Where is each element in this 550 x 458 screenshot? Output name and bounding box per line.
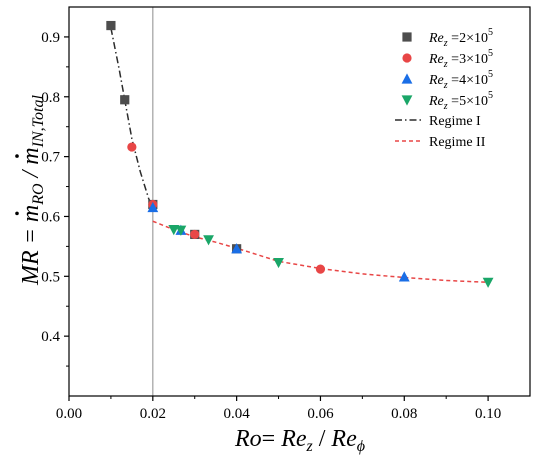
y-title-sub2: IN,Total: [30, 95, 47, 149]
fit-lines-layer: [110, 27, 489, 284]
legend-marker-series-4: [401, 95, 413, 106]
legend-label-regime-i: Regime I: [429, 114, 481, 129]
data-points-layer: [106, 20, 494, 288]
legend-marker-series-3: [401, 73, 413, 84]
y-tick-label: 0.7: [41, 150, 60, 166]
data-point-series-1: [106, 20, 116, 31]
x-title-ro: Ro: [234, 426, 262, 452]
legend-label-series-4: Rez =5×105: [428, 90, 493, 112]
legend-label-series-2: Rez =3×105: [428, 48, 493, 70]
x-tick-label: 0.10: [475, 406, 501, 422]
data-point-series-4: [482, 277, 494, 288]
y-tick-label: 0.6: [41, 209, 60, 225]
data-point-series-4: [203, 235, 214, 246]
y-title-eq: =: [18, 222, 44, 250]
mass-flow-dot-1: [15, 211, 19, 216]
x-title-re2: Re: [330, 426, 357, 452]
y-tick-label: 0.4: [41, 329, 60, 345]
data-point-series-1: [120, 95, 130, 105]
y-title-m1: m: [18, 205, 44, 222]
legend-marker-series-2: [402, 53, 412, 63]
x-title-sub1: z: [306, 438, 314, 455]
x-tick-label: 0.08: [391, 406, 417, 422]
legend-label-regime-ii: Regime II: [429, 135, 486, 150]
y-tick-label: 0.5: [41, 269, 60, 285]
y-title-overdots: [15, 154, 19, 216]
legend-label-series-3: Rez =4×105: [428, 69, 493, 91]
data-point-series-4: [175, 225, 187, 236]
data-point-series-2: [127, 142, 137, 152]
x-axis-title: Ro= Rez / Reϕ: [234, 426, 365, 455]
x-tick-label: 0.02: [140, 406, 166, 422]
legend-marker-series-1: [402, 32, 412, 42]
x-title-re1: Re: [280, 426, 307, 452]
data-point-series-3: [147, 201, 159, 213]
y-axis-title: MR = mRO / mIN,Total: [18, 95, 47, 286]
axis-ticks-layer: 0.00 0.02 0.04 0.06 0.08 0.10 0.4 0.5 0.6 0.7 0.8 0…: [41, 30, 501, 422]
x-title-sub2: ϕ: [357, 438, 365, 455]
fit-line-regime-i: [110, 27, 154, 208]
data-point-series-3: [398, 271, 410, 282]
data-point-series-4: [273, 257, 284, 269]
legend-label-series-1: Rez =2×105: [428, 27, 493, 49]
x-tick-label: 0.04: [224, 406, 251, 422]
data-point-series-2: [190, 229, 200, 240]
plot-frame: [68, 6, 531, 397]
x-title-eq: =: [262, 426, 282, 452]
x-title-slash: /: [313, 426, 332, 452]
fit-line-regime-ii: [152, 220, 489, 284]
x-tick-label: 0.06: [307, 406, 334, 422]
x-tick-label: 0.00: [56, 406, 82, 422]
y-tick-label: 0.9: [41, 30, 60, 46]
y-title-slash: /: [18, 165, 44, 184]
y-title-mr: MR: [18, 250, 44, 286]
data-point-series-4: [168, 225, 180, 236]
y-title-sub1: RO: [30, 183, 47, 206]
y-tick-label: 0.8: [41, 90, 60, 106]
mass-flow-dot-2: [15, 154, 19, 158]
data-point-series-2: [315, 264, 326, 274]
y-title-m2: m: [18, 147, 44, 164]
data-point-series-3: [231, 243, 243, 254]
